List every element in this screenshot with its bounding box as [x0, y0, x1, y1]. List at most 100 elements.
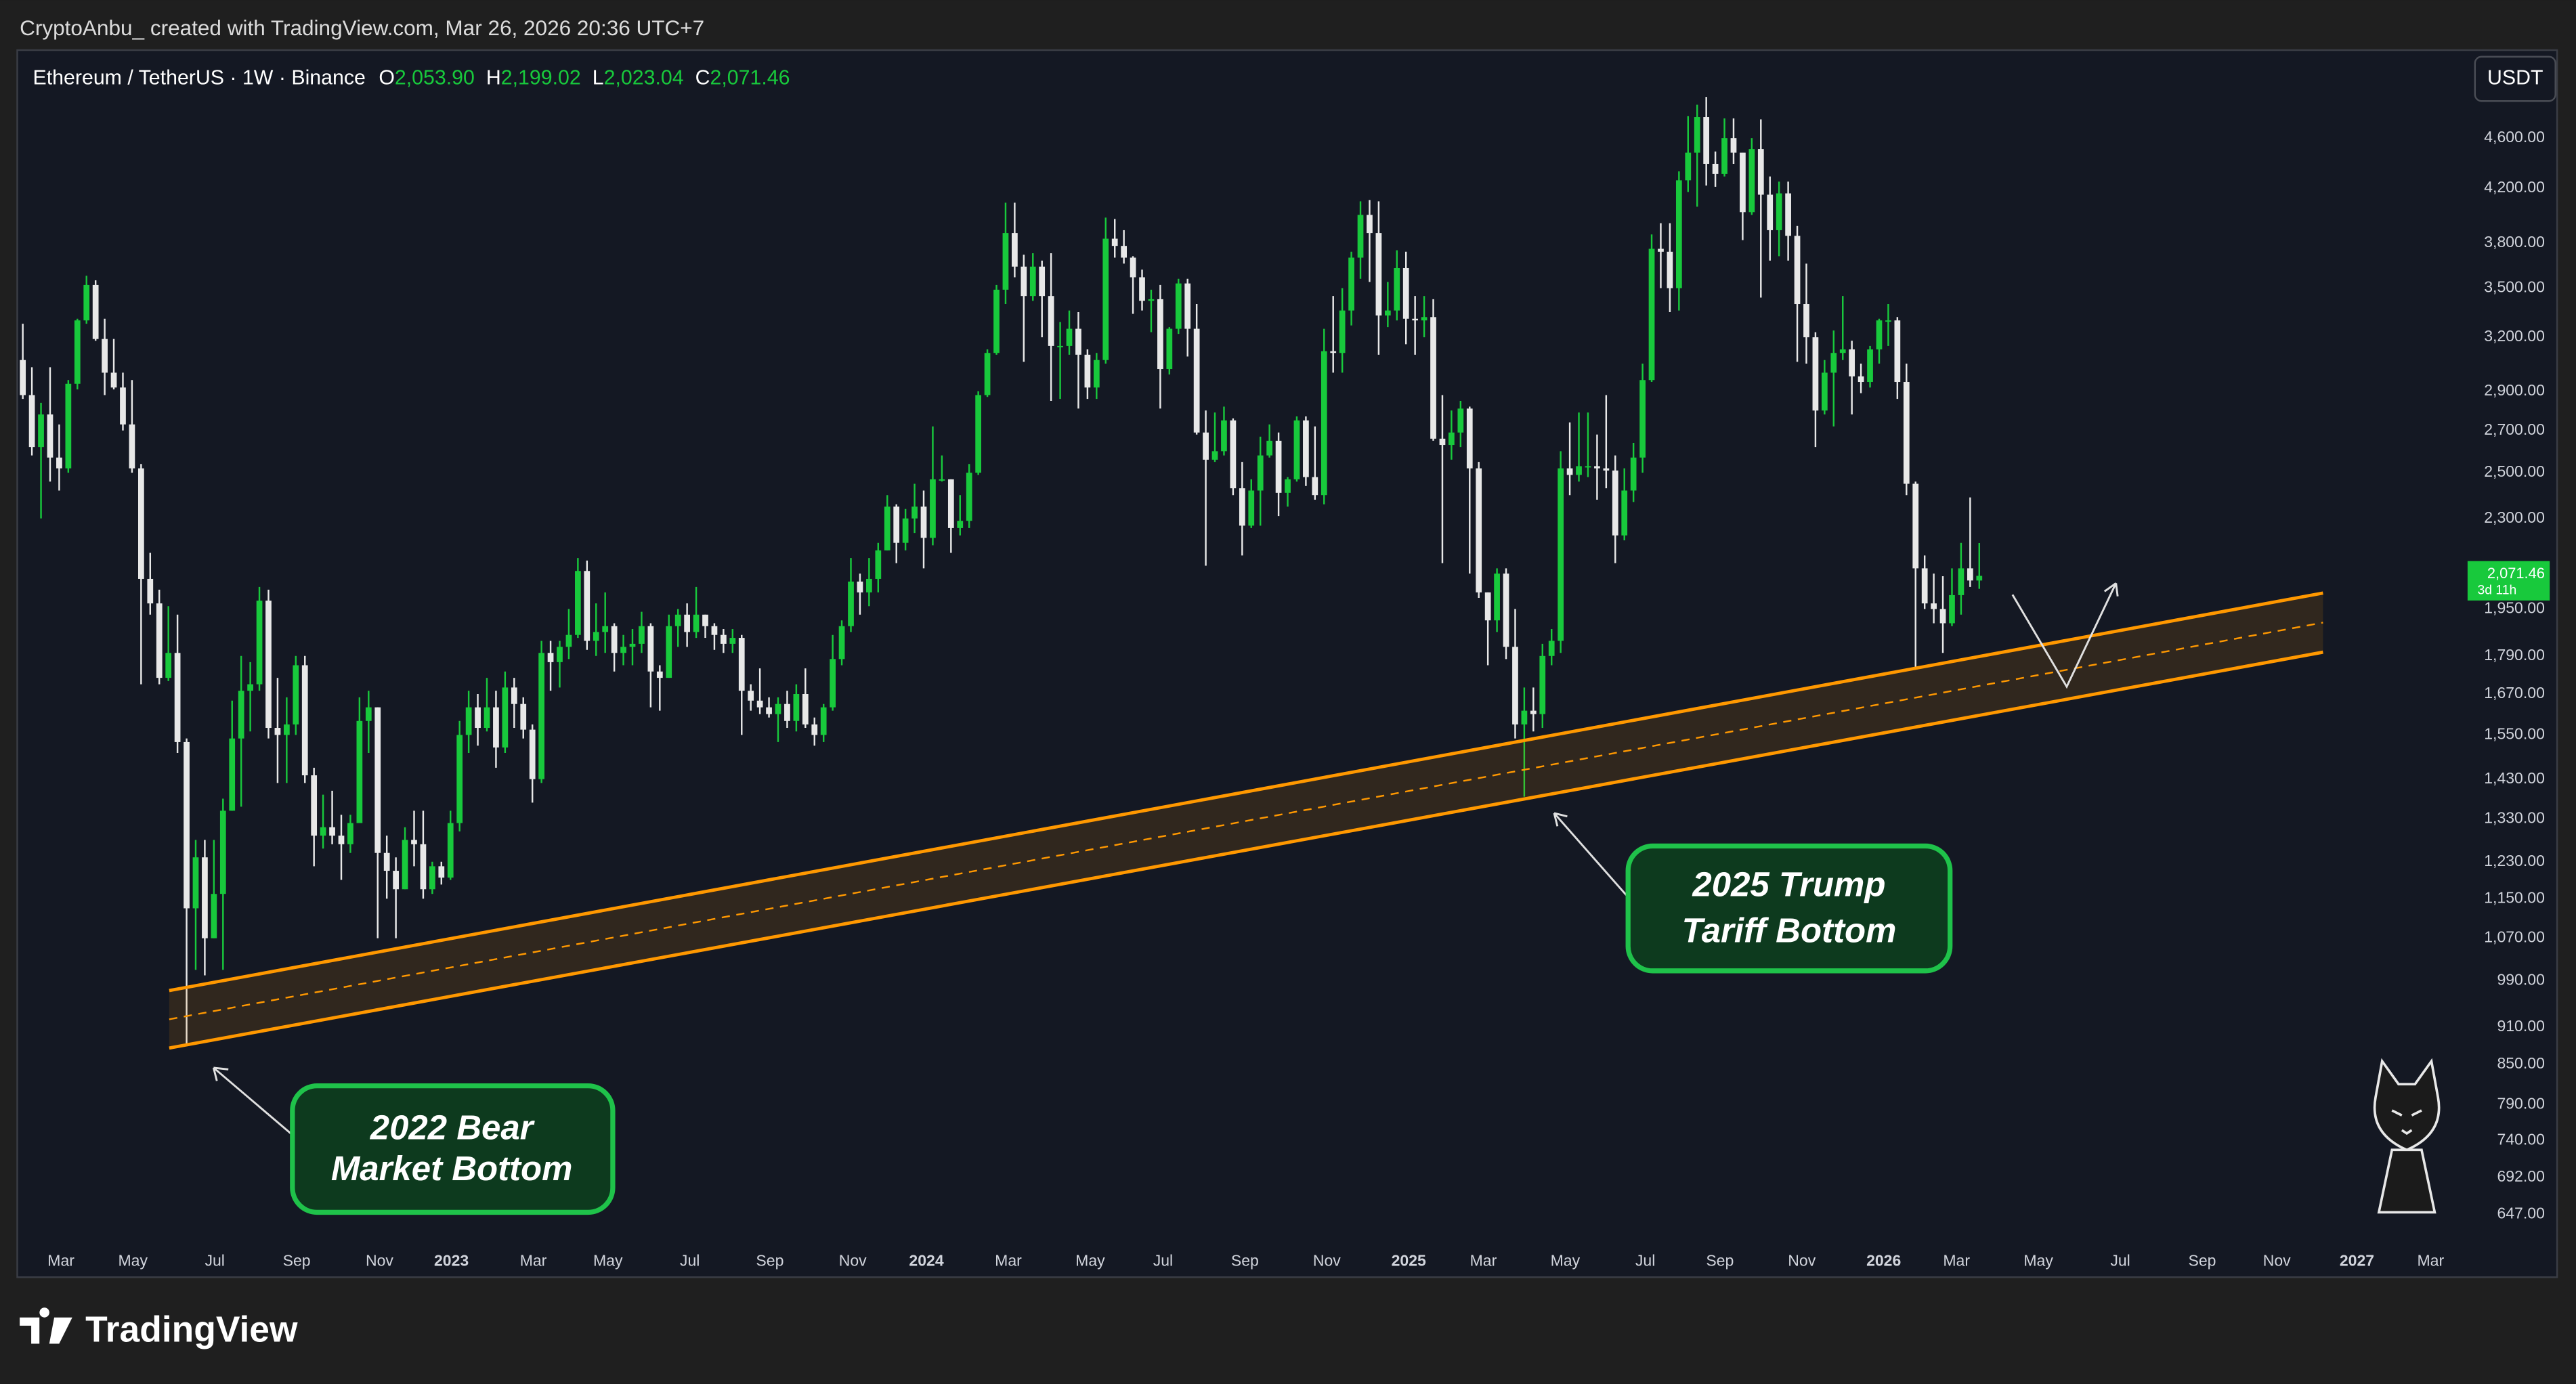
candle-body — [1293, 420, 1300, 479]
candle-body — [1285, 479, 1291, 493]
brand-logo — [20, 1307, 72, 1344]
candle-body — [338, 836, 345, 844]
candle-body — [1384, 310, 1391, 316]
candle-body — [402, 840, 408, 890]
candle-body — [602, 626, 609, 632]
candle-body — [1394, 267, 1400, 311]
x-tick-label: 2024 — [909, 1251, 943, 1269]
candle-body — [238, 691, 244, 739]
y-tick-label: 692.00 — [2497, 1167, 2544, 1185]
x-tick-label: Sep — [1231, 1251, 1259, 1269]
readout-label: H — [486, 67, 501, 89]
price-badge-countdown: 3d 11h — [2477, 582, 2516, 597]
x-tick-label: 2025 — [1392, 1251, 1426, 1269]
candle-body — [1412, 318, 1419, 321]
annotation-text: Market Bottom — [331, 1149, 573, 1188]
x-tick-label: 2027 — [2340, 1251, 2374, 1269]
x-tick-label: Jul — [205, 1251, 224, 1269]
candle-body — [1903, 382, 1910, 484]
y-tick-label: 4,200.00 — [2484, 178, 2545, 196]
candle-body — [848, 581, 854, 626]
candle-body — [1266, 440, 1273, 456]
candle-body — [274, 728, 281, 735]
x-tick-label: Nov — [1788, 1251, 1816, 1269]
annotation-text: Tariff Bottom — [1681, 911, 1896, 949]
candles — [20, 97, 1983, 1046]
candle-body — [565, 634, 572, 647]
candle-body — [1548, 641, 1555, 656]
candle-body — [1812, 337, 1819, 411]
price-badge-label: 2,071.46 — [2487, 565, 2545, 582]
candle-body — [1721, 138, 1727, 174]
annotation-text: 2025 Trump — [1692, 865, 1885, 904]
candle-body — [711, 626, 718, 635]
candle-body — [165, 653, 172, 678]
mascot-face — [2391, 1109, 2422, 1136]
y-tick-label: 647.00 — [2497, 1204, 2544, 1221]
candle-body — [1630, 457, 1637, 491]
candle-body — [1885, 320, 1891, 322]
readout-label: O — [379, 67, 395, 89]
candle-body — [1121, 246, 1128, 258]
candle-body — [1275, 440, 1282, 493]
y-tick-label: 1,550.00 — [2484, 725, 2545, 743]
x-tick-label: May — [1075, 1251, 1105, 1269]
candle-body — [1658, 248, 1664, 252]
candle-body — [1484, 592, 1491, 621]
candle-body — [374, 707, 381, 853]
candle-body — [547, 653, 554, 662]
candle-body — [1166, 328, 1173, 370]
attribution: CryptoAnbu_ created with TradingView.com… — [20, 16, 704, 40]
candle-body — [1821, 372, 1828, 411]
candle-body — [1457, 408, 1464, 433]
y-tick-label: 910.00 — [2497, 1017, 2544, 1035]
candle-body — [1931, 603, 1937, 609]
candle-body — [1976, 576, 1983, 581]
candle-body — [947, 479, 954, 528]
candle-body — [511, 687, 517, 704]
candle-body — [729, 638, 736, 644]
y-tick-label: 740.00 — [2497, 1131, 2544, 1148]
currency-box[interactable] — [2474, 56, 2556, 102]
y-tick-label: 850.00 — [2497, 1054, 2544, 1072]
symbol: Ethereum / TetherUS · 1W · Binance — [33, 67, 366, 89]
y-tick-label: 990.00 — [2497, 971, 2544, 989]
candle-body — [1148, 299, 1155, 301]
currency-label[interactable]: USDT — [2487, 67, 2543, 89]
y-tick-label: 790.00 — [2497, 1095, 2544, 1112]
candle-body — [1603, 468, 1610, 471]
candle-body — [1102, 238, 1109, 360]
candle-body — [1685, 152, 1692, 181]
channel-mid — [169, 622, 2323, 1020]
candle-body — [1712, 163, 1719, 174]
candle-body — [475, 707, 481, 729]
candle-body — [984, 353, 991, 395]
candle-body — [383, 852, 390, 871]
candle-body — [192, 857, 199, 909]
channel — [169, 591, 2323, 1050]
candle-body — [1211, 451, 1218, 460]
currency-button[interactable]: USDT — [2474, 56, 2556, 102]
candle-body — [584, 571, 591, 641]
candle-body — [893, 506, 900, 543]
candle-body — [356, 720, 363, 823]
candle-body — [429, 866, 435, 890]
candle-body — [1849, 349, 1855, 376]
candle-body — [902, 518, 909, 543]
candle-body — [20, 360, 26, 395]
candle-body — [1839, 349, 1846, 353]
candle-body — [156, 603, 163, 678]
candle-body — [920, 506, 927, 538]
candle-body — [820, 707, 827, 735]
candle-body — [1375, 233, 1382, 316]
candle-body — [1012, 233, 1018, 267]
x-tick-label: Mar — [2417, 1251, 2444, 1269]
candle-body — [1594, 466, 1600, 469]
candle-body — [620, 647, 626, 653]
candle-body — [957, 521, 964, 528]
candle-body — [1439, 438, 1446, 446]
candle-body — [629, 643, 636, 647]
candle-body — [393, 871, 399, 890]
candle-body — [656, 671, 663, 678]
